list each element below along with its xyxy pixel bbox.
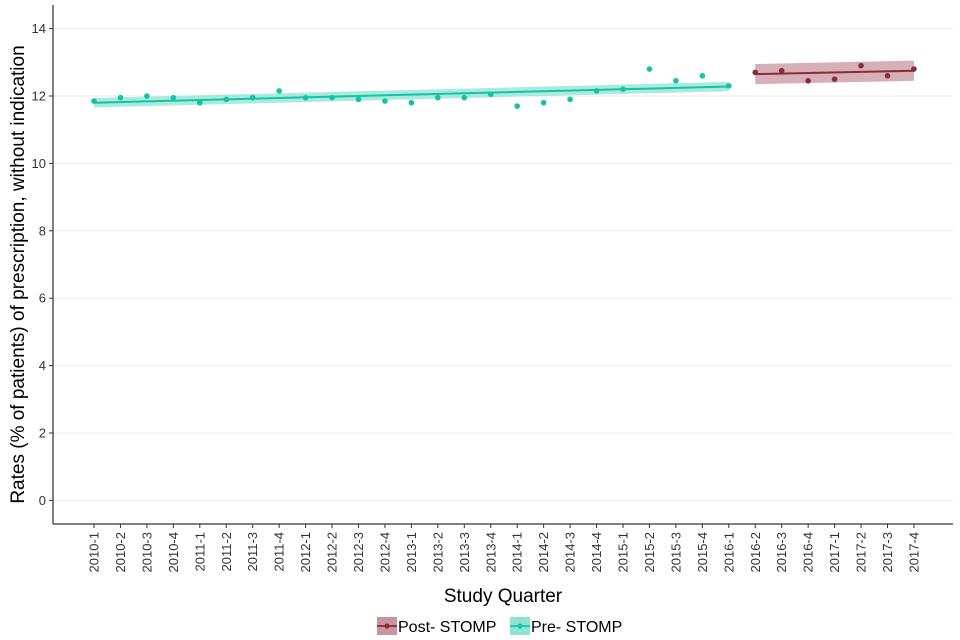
y-tick-label: 14 (32, 21, 46, 36)
x-tick-label: 2017-4 (906, 532, 921, 572)
data-point (276, 88, 282, 94)
data-point (329, 94, 335, 101)
data-point (514, 103, 520, 109)
data-point (302, 94, 309, 101)
x-tick-label: 2014-4 (589, 532, 604, 572)
y-axis-ticks: 0 2 4 6 8 10 12 14 (32, 21, 53, 508)
x-tick-label: 2010-3 (139, 532, 154, 572)
x-tick-label: 2014-2 (536, 532, 551, 572)
data-point (540, 99, 547, 106)
trend-line-post-stomp (755, 69, 914, 76)
data-point (249, 94, 256, 101)
y-tick-label: 12 (32, 88, 46, 103)
y-tick-label: 10 (32, 156, 46, 171)
data-point (673, 78, 679, 84)
x-tick-label: 2011-2 (219, 532, 234, 572)
y-axis-title: Rates (% of patients) of prescription, w… (8, 45, 29, 503)
data-point (223, 96, 230, 103)
data-point (884, 72, 891, 79)
data-point (593, 88, 600, 94)
data-point (646, 66, 653, 72)
x-tick-label: 2012-4 (377, 532, 392, 572)
x-tick-label: 2016-3 (774, 532, 789, 572)
data-point (435, 94, 441, 101)
data-point (911, 66, 917, 72)
legend: Post- STOMP Pre- STOMP (377, 617, 622, 636)
x-tick-label: 2011-3 (245, 532, 260, 572)
data-point (197, 99, 203, 106)
x-tick-label: 2010-4 (166, 532, 181, 572)
data-point (567, 96, 573, 103)
data-point (461, 94, 468, 101)
x-tick-label: 2015-4 (695, 532, 710, 572)
y-tick-label: 8 (39, 223, 46, 238)
x-tick-label: 2011-4 (272, 532, 287, 572)
data-point (355, 96, 362, 103)
data-point (382, 98, 388, 104)
data-point (805, 78, 811, 84)
x-tick-label: 2012-2 (325, 532, 340, 572)
x-tick-label: 2012-3 (351, 532, 366, 572)
data-point (117, 94, 124, 101)
y-tick-label: 2 (39, 426, 46, 441)
data-point (170, 94, 177, 101)
data-point (620, 86, 626, 93)
data-point (831, 76, 838, 82)
data-point (778, 67, 785, 74)
axes (52, 5, 953, 525)
y-tick-label: 0 (39, 493, 46, 508)
y-tick-label: 6 (39, 291, 46, 306)
data-point (91, 98, 97, 104)
x-tick-label: 2016-1 (721, 532, 736, 572)
x-axis-title: Study Quarter (444, 586, 563, 607)
x-tick-label: 2011-1 (192, 532, 207, 572)
x-tick-label: 2010-2 (113, 532, 128, 572)
data-point (699, 72, 706, 79)
y-tick-label: 4 (39, 358, 46, 373)
x-tick-label: 2017-1 (827, 532, 842, 572)
legend-key-point (517, 623, 523, 629)
data-point (487, 91, 494, 98)
x-tick-label: 2015-3 (668, 532, 683, 572)
x-tick-label: 2014-1 (510, 532, 525, 572)
x-tick-label: 2016-4 (801, 532, 816, 572)
data-point (752, 69, 759, 76)
data-point (726, 83, 732, 89)
x-tick-label: 2016-2 (748, 532, 763, 572)
legend-label: Post- STOMP (398, 619, 496, 636)
x-tick-label: 2013-2 (430, 532, 445, 572)
legend-key-point (384, 623, 390, 629)
legend-label: Pre- STOMP (531, 619, 622, 636)
x-tick-label: 2017-3 (880, 532, 895, 572)
x-tick-label: 2010-1 (87, 532, 102, 572)
data-point (144, 93, 150, 99)
x-tick-label: 2015-2 (642, 532, 657, 572)
data-point (408, 99, 415, 106)
x-tick-label: 2015-1 (616, 532, 631, 572)
data-point (858, 62, 864, 69)
x-axis-ticks: 2010-1 2010-2 2010-3 2010-4 2011-1 2011-2 2011… (87, 524, 921, 572)
data-points (91, 62, 917, 109)
x-tick-label: 2013-1 (404, 532, 419, 572)
x-tick-label: 2013-4 (483, 532, 498, 572)
x-tick-label: 2012-1 (298, 532, 313, 572)
x-tick-label: 2013-3 (457, 532, 472, 572)
x-tick-label: 2014-3 (563, 532, 578, 572)
x-tick-label: 2017-2 (854, 532, 869, 572)
